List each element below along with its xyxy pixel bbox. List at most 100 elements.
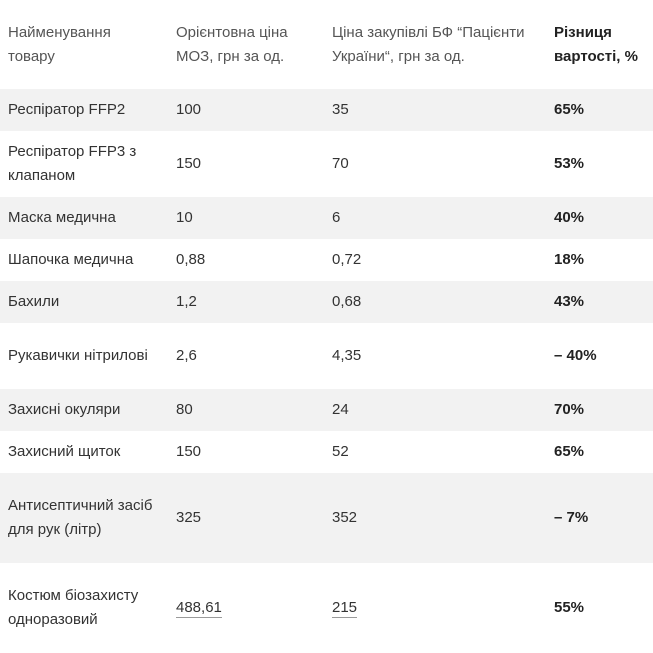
- bf-price-link[interactable]: 215: [332, 599, 358, 618]
- table-row: Антисептичний засіб для рук (літр) 325 3…: [0, 473, 653, 563]
- product-name: Захисні окуляри: [0, 389, 168, 431]
- product-name: Захисний щиток: [0, 431, 168, 473]
- cell-text: 10: [176, 209, 193, 226]
- cell-text: 150: [176, 155, 202, 172]
- cell-text: 150: [176, 443, 202, 460]
- cell-text: 0,88: [176, 251, 206, 268]
- moz-price: 488,61: [168, 563, 324, 653]
- cell-text: 40%: [554, 209, 585, 226]
- table-body: Респіратор FFP2 100 35 65% Респіратор FF…: [0, 89, 653, 653]
- table-row: Респіратор FFP3 з клапаном 150 70 53%: [0, 131, 653, 197]
- price-difference: 65%: [546, 89, 653, 131]
- price-difference: 43%: [546, 281, 653, 323]
- bf-price: 215: [324, 563, 546, 653]
- table-row: Костюм біозахисту одноразовий 488,61 215…: [0, 563, 653, 653]
- cell-text: Рукавички нітрилові: [8, 347, 148, 364]
- product-name: Шапочка медична: [0, 239, 168, 281]
- cell-text: 0,72: [332, 251, 362, 268]
- moz-price: 150: [168, 431, 324, 473]
- cell-text: 65%: [554, 101, 585, 118]
- moz-price: 80: [168, 389, 324, 431]
- cell-text: Різниця вартості, %: [554, 23, 638, 65]
- moz-price: 1,2: [168, 281, 324, 323]
- moz-price: 2,6: [168, 323, 324, 389]
- cell-text: 0,68: [332, 293, 362, 310]
- price-difference: 55%: [546, 563, 653, 653]
- cell-text: 70%: [554, 401, 585, 418]
- header-product-name: Найменування товару: [0, 0, 168, 89]
- cell-text: 53%: [554, 155, 585, 172]
- price-difference: 53%: [546, 131, 653, 197]
- cell-text: Респіратор FFP3 з клапаном: [8, 143, 137, 184]
- cell-text: Захисний щиток: [8, 443, 121, 460]
- bf-price: 0,68: [324, 281, 546, 323]
- bf-price: 4,35: [324, 323, 546, 389]
- cell-text: 55%: [554, 599, 585, 616]
- moz-price-link[interactable]: 488,61: [176, 599, 222, 618]
- cell-text: 1,2: [176, 293, 197, 310]
- cell-text: – 7%: [554, 509, 589, 526]
- bf-price: 35: [324, 89, 546, 131]
- product-name: Костюм біозахисту одноразовий: [0, 563, 168, 653]
- price-difference: 70%: [546, 389, 653, 431]
- header-moz-price: Орієнтовна ціна МОЗ, грн за од.: [168, 0, 324, 89]
- cell-text: – 40%: [554, 347, 597, 364]
- header-row: Найменування товару Орієнтовна ціна МОЗ,…: [0, 0, 653, 89]
- table-row: Бахили 1,2 0,68 43%: [0, 281, 653, 323]
- product-name: Бахили: [0, 281, 168, 323]
- price-difference: 65%: [546, 431, 653, 473]
- cell-text: 352: [332, 509, 358, 526]
- moz-price: 10: [168, 197, 324, 239]
- cell-text: 80: [176, 401, 193, 418]
- product-name: Респіратор FFP2: [0, 89, 168, 131]
- cell-text: 70: [332, 155, 349, 172]
- bf-price: 52: [324, 431, 546, 473]
- moz-price: 0,88: [168, 239, 324, 281]
- cell-text: Респіратор FFP2: [8, 101, 126, 118]
- cell-text: 52: [332, 443, 349, 460]
- cell-text: 2,6: [176, 347, 197, 364]
- product-name: Респіратор FFP3 з клапаном: [0, 131, 168, 197]
- cell-text: Орієнтовна ціна МОЗ, грн за од.: [176, 23, 288, 65]
- table-row: Захисні окуляри 80 24 70%: [0, 389, 653, 431]
- bf-price: 0,72: [324, 239, 546, 281]
- cell-text: 325: [176, 509, 202, 526]
- cell-text: 24: [332, 401, 349, 418]
- cell-text: Ціна закупівлі БФ “Пацієнти України“, гр…: [332, 23, 525, 65]
- table-row: Респіратор FFP2 100 35 65%: [0, 89, 653, 131]
- bf-price: 352: [324, 473, 546, 563]
- table-header: Найменування товару Орієнтовна ціна МОЗ,…: [0, 0, 653, 89]
- table-row: Захисний щиток 150 52 65%: [0, 431, 653, 473]
- cell-text: Маска медична: [8, 209, 116, 226]
- cell-text: Шапочка медична: [8, 251, 134, 268]
- table-row: Рукавички нітрилові 2,6 4,35 – 40%: [0, 323, 653, 389]
- moz-price: 150: [168, 131, 324, 197]
- moz-price: 325: [168, 473, 324, 563]
- cell-text: 4,35: [332, 347, 362, 364]
- cell-text: 18%: [554, 251, 585, 268]
- cell-text: Антисептичний засіб для рук (літр): [8, 497, 153, 538]
- product-name: Рукавички нітрилові: [0, 323, 168, 389]
- cell-text: 65%: [554, 443, 585, 460]
- table-row: Шапочка медична 0,88 0,72 18%: [0, 239, 653, 281]
- bf-price: 70: [324, 131, 546, 197]
- moz-price: 100: [168, 89, 324, 131]
- price-difference: 18%: [546, 239, 653, 281]
- header-price-difference: Різниця вартості, %: [546, 0, 653, 89]
- product-name: Антисептичний засіб для рук (літр): [0, 473, 168, 563]
- bf-price: 24: [324, 389, 546, 431]
- cell-text: 43%: [554, 293, 585, 310]
- cell-text: 215: [324, 596, 546, 620]
- cell-text: 6: [332, 209, 341, 226]
- cell-text: Бахили: [8, 293, 60, 310]
- header-bf-price: Ціна закупівлі БФ “Пацієнти України“, гр…: [324, 0, 546, 89]
- cell-text: 488,61: [168, 596, 324, 620]
- price-difference: – 40%: [546, 323, 653, 389]
- table-row: Маска медична 10 6 40%: [0, 197, 653, 239]
- cell-text: Костюм біозахисту одноразовий: [8, 587, 139, 628]
- cell-text: Захисні окуляри: [8, 401, 121, 418]
- bf-price: 6: [324, 197, 546, 239]
- price-difference: 40%: [546, 197, 653, 239]
- cell-text: 100: [176, 101, 202, 118]
